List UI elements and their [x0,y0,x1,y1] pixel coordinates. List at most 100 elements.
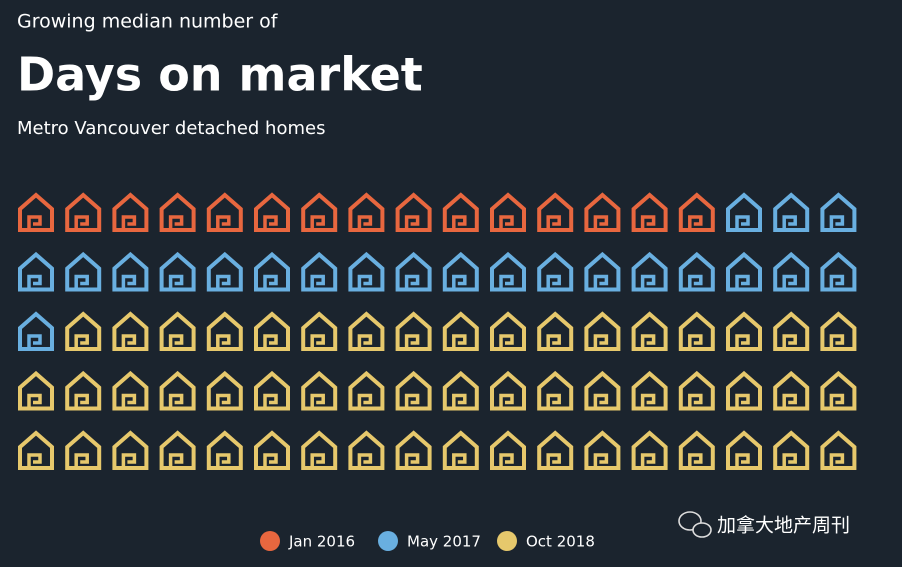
house-window [593,215,609,230]
house-outline [301,251,338,292]
house-window [452,334,467,349]
house-outline [301,192,338,232]
house-icon [537,370,574,411]
house-window [829,215,845,230]
house-icon [254,370,290,411]
house-icon [65,430,102,470]
house-icon [18,370,54,411]
house-outline [537,251,574,292]
house-icon [301,311,338,351]
house-outline [65,251,102,292]
house-icon [206,192,243,232]
house-icon [442,370,479,411]
house-outline [631,311,668,351]
house-icon [773,430,810,470]
house-window [216,274,231,290]
house-window [546,453,561,468]
house-window [829,274,845,290]
house-window [168,393,184,409]
house-window [121,274,137,290]
house-icon [726,192,762,232]
house-window [310,334,325,349]
house-outline [18,251,54,292]
house-window [546,334,561,349]
house-window [121,453,137,468]
house-window [499,334,514,349]
house-icon [537,311,574,351]
house-icon [631,251,668,292]
house-outline [584,370,621,411]
house-window [829,453,845,468]
house-outline [678,430,715,470]
chart-title: Days on market [17,48,423,102]
house-icon [820,430,857,470]
house-window [735,393,750,409]
house-window [829,334,845,349]
house-outline [537,192,574,232]
house-icon [726,311,762,351]
house-outline [395,192,432,232]
house-icon [678,251,715,292]
house-outline [254,192,290,232]
house-window [688,215,703,230]
house-window [27,215,42,230]
house-icon [206,370,243,411]
house-outline [254,311,290,351]
house-icon [631,192,668,232]
house-outline [301,370,338,411]
house-outline [631,430,668,470]
house-icon [254,192,290,232]
house-outline [348,370,385,411]
house-outline [159,192,196,232]
house-outline [206,192,243,232]
house-icon [395,370,432,411]
house-window [263,334,278,349]
house-outline [584,430,621,470]
house-outline [206,311,243,351]
house-outline [301,430,338,470]
house-outline [65,370,102,411]
house-outline [206,370,243,411]
house-window [593,393,609,409]
house-window [640,274,656,290]
house-window [735,274,750,290]
house-outline [773,311,810,351]
house-outline [773,192,810,232]
house-icon [442,192,479,232]
house-window [27,334,42,349]
house-icon [348,251,385,292]
house-window [404,334,420,349]
house-outline [395,311,432,351]
house-icon [348,430,385,470]
house-window [216,453,231,468]
house-outline [631,251,668,292]
house-icon [584,311,621,351]
house-window [27,393,42,409]
house-icon [820,311,857,351]
chart-subtitle: Metro Vancouver detached homes [17,118,325,139]
house-window [404,274,420,290]
house-outline [65,311,102,351]
house-window [688,453,703,468]
house-window [452,393,467,409]
house-window [27,274,42,290]
house-icon [18,430,54,470]
house-icon [254,311,290,351]
house-icon [18,251,54,292]
house-icon [584,251,621,292]
house-outline [206,430,243,470]
house-icon [820,192,857,232]
house-window [688,334,703,349]
house-outline [301,311,338,351]
house-outline [442,430,479,470]
house-icon [490,251,526,292]
house-outline [206,251,243,292]
house-window [216,334,231,349]
house-icon [395,311,432,351]
house-outline [112,251,149,292]
house-icon [348,192,385,232]
house-icon [65,251,102,292]
house-icon [490,192,526,232]
